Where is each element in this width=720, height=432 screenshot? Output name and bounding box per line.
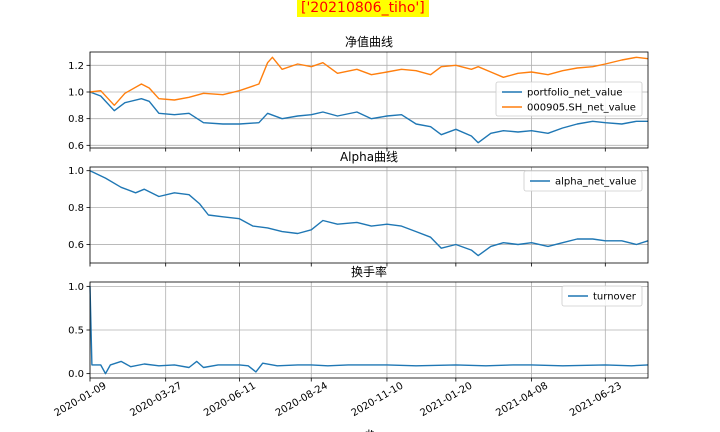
x-tick-label: 2021-04-08 bbox=[494, 381, 550, 420]
chart-panel-2: Alpha曲线 0.6 0.8 1.0 alpha_net_value bbox=[68, 150, 649, 267]
chart-title: 净值曲线 bbox=[345, 34, 393, 49]
series-line-alpha_net_value bbox=[89, 170, 649, 257]
legend-label: portfolio_net_value bbox=[527, 88, 623, 99]
y-tick-label: 0.5 bbox=[68, 326, 84, 337]
series-line-portfolio_net_value bbox=[89, 91, 648, 144]
y-tick-label: 0.8 bbox=[68, 114, 84, 125]
x-tick-label: 2020-03-27 bbox=[128, 381, 184, 420]
y-tick-label: 0.0 bbox=[68, 369, 84, 380]
y-tick-label: 0.6 bbox=[68, 240, 84, 251]
legend-box bbox=[495, 81, 643, 117]
x-tick-label: 2020-06-11 bbox=[202, 381, 258, 420]
x-tick-label: 2021-01-20 bbox=[419, 381, 475, 420]
chart-panel-3: 换手率 2020-01-09 2020-03-27 2020-06-11 2020-08… bbox=[53, 264, 649, 420]
axes-frame bbox=[89, 51, 649, 149]
axes-frame bbox=[89, 281, 649, 379]
y-tick-label: 1.0 bbox=[68, 88, 84, 99]
chart-panel-1: 净值曲线 0.6 0.8 1.0 1.2 portfolio_net_value 00090… bbox=[68, 34, 649, 152]
legend-label: alpha_net_value bbox=[555, 177, 636, 188]
y-tick-label: 0.6 bbox=[68, 141, 84, 152]
chart-title: Alpha曲线 bbox=[340, 150, 398, 164]
chart-legend: alpha_net_value bbox=[523, 170, 643, 192]
legend-label: turnover bbox=[593, 292, 637, 303]
x-tick-label: 2021-06-23 bbox=[568, 381, 624, 420]
figure-suptitle: ['20210806_tiho'] bbox=[297, 0, 429, 17]
y-tick-label: 1.2 bbox=[68, 61, 84, 72]
chart-legend: portfolio_net_value 000905.SH_net_value bbox=[495, 81, 643, 117]
y-tick-label: 1.0 bbox=[68, 166, 84, 177]
x-tick-label: 2020-08-24 bbox=[274, 381, 330, 420]
chart-title: 换手率 bbox=[351, 264, 387, 279]
series-line-turnover bbox=[89, 286, 649, 375]
x-tick-label: 2020-01-09 bbox=[53, 381, 109, 420]
x-tick-label: 2020-11-10 bbox=[350, 381, 406, 420]
y-tick-label: 1.0 bbox=[68, 282, 84, 293]
y-tick-label: 0.8 bbox=[68, 203, 84, 214]
x-axis-label: dt bbox=[364, 429, 374, 432]
axes-frame bbox=[89, 166, 649, 264]
chart-legend: turnover bbox=[561, 285, 643, 307]
legend-box bbox=[561, 285, 643, 307]
series-line-000905.SH_net_value bbox=[89, 56, 649, 106]
legend-box bbox=[523, 170, 643, 192]
legend-label: 000905.SH_net_value bbox=[527, 103, 636, 114]
